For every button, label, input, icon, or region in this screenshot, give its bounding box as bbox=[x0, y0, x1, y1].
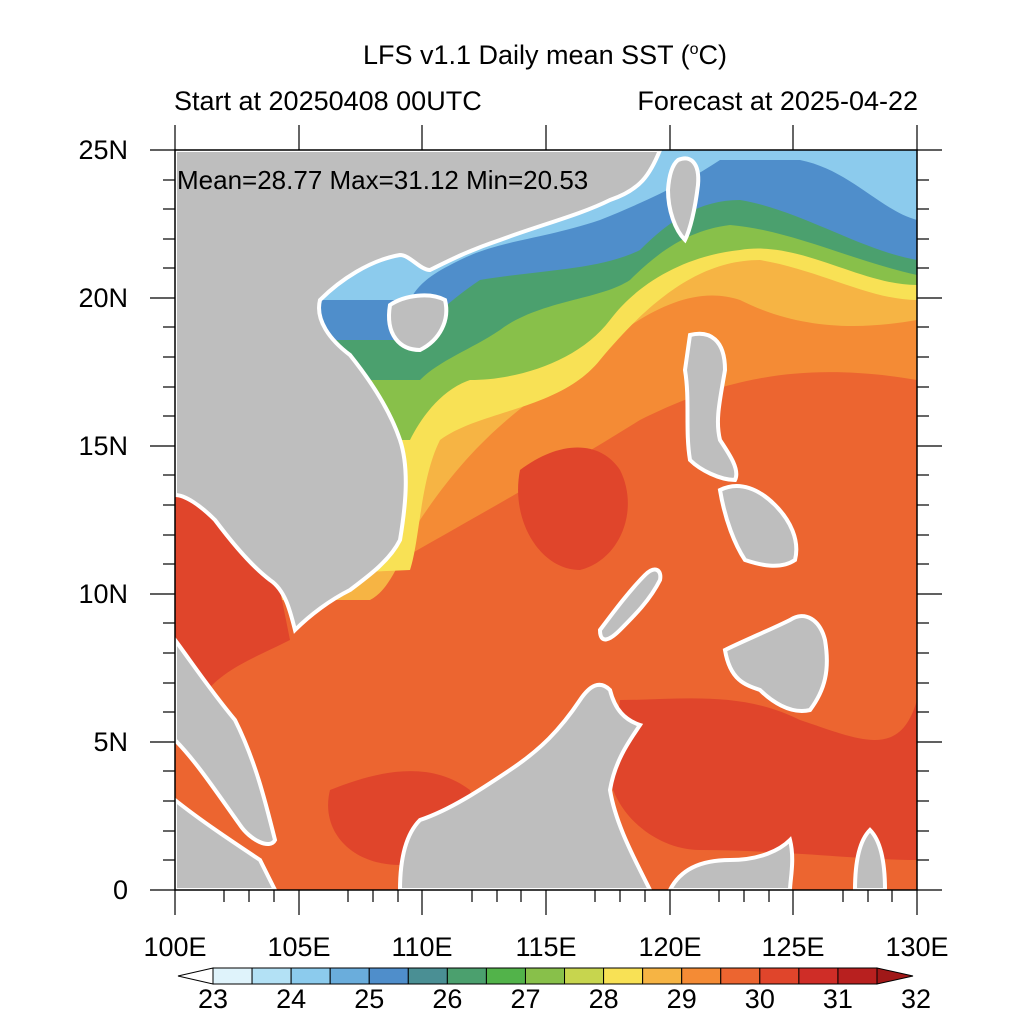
sst-hot-spot-central bbox=[518, 447, 628, 570]
land-sulawesi bbox=[667, 836, 795, 890]
colorbar-swatch bbox=[368, 967, 409, 985]
lon-label-110e: 110E bbox=[391, 932, 452, 962]
colorbar-label: 29 bbox=[667, 984, 697, 1014]
colorbar-max-triangle bbox=[876, 967, 914, 985]
forecast-time-label: Forecast at 2025-04-22 bbox=[637, 86, 918, 116]
colorbar-swatch bbox=[603, 967, 644, 985]
land-palawan bbox=[597, 567, 663, 642]
lat-label-15n: 15N bbox=[78, 431, 128, 461]
colorbar-swatch bbox=[329, 967, 370, 985]
colorbar-label: 26 bbox=[432, 984, 462, 1014]
land-visayas bbox=[717, 484, 799, 568]
map-title: LFS v1.1 Daily mean SST (oC) bbox=[362, 40, 728, 70]
lon-label-100e: 100E bbox=[143, 932, 206, 962]
colorbar-swatch bbox=[564, 967, 605, 985]
colorbar-label: 28 bbox=[589, 984, 619, 1014]
land-china-indochina bbox=[175, 150, 663, 634]
colorbar-swatch bbox=[798, 967, 839, 985]
land-halmahera bbox=[852, 827, 888, 890]
land-sumatra bbox=[175, 797, 278, 890]
colorbar-min-triangle bbox=[177, 967, 214, 985]
sst-hot-spot-celebes bbox=[610, 698, 917, 860]
colorbar-swatch bbox=[446, 967, 487, 985]
colorbar-label: 31 bbox=[823, 984, 853, 1014]
colorbar-swatch bbox=[212, 967, 253, 985]
lon-label-130e: 130E bbox=[885, 932, 948, 962]
lat-label-5n: 5N bbox=[93, 727, 128, 757]
lat-label-20n: 20N bbox=[78, 283, 128, 313]
colorbar-swatch bbox=[407, 967, 448, 985]
colorbar-swatch bbox=[290, 967, 331, 985]
land-masses bbox=[175, 150, 888, 890]
lon-labels: 100E 105E 110E 115E 120E 125E 130E bbox=[143, 932, 948, 962]
lon-label-125e: 125E bbox=[761, 932, 824, 962]
lon-axis bbox=[174, 125, 918, 915]
colorbar-swatch bbox=[485, 967, 526, 985]
stats-label: Mean=28.77 Max=31.12 Min=20.53 bbox=[177, 165, 588, 195]
colorbar bbox=[177, 967, 914, 985]
land-luzon bbox=[682, 331, 739, 483]
lat-label-25n: 25N bbox=[78, 135, 128, 165]
colorbar-label: 23 bbox=[198, 984, 228, 1014]
colorbar-swatch bbox=[837, 967, 878, 985]
colorbar-swatch bbox=[251, 967, 292, 985]
lat-labels: 25N 20N 15N 10N 5N 0 bbox=[78, 135, 128, 905]
land-malay-peninsula bbox=[175, 636, 278, 846]
land-borneo bbox=[397, 682, 653, 890]
colorbar-label: 25 bbox=[354, 984, 384, 1014]
land-hainan bbox=[387, 293, 449, 353]
colorbar-label: 27 bbox=[510, 984, 540, 1014]
sst-hot-spot-gulf-thailand bbox=[175, 495, 290, 700]
lon-label-115e: 115E bbox=[515, 932, 576, 962]
colorbar-swatch bbox=[642, 967, 683, 985]
colorbar-swatch bbox=[720, 967, 761, 985]
colorbar-swatch bbox=[759, 967, 800, 985]
lon-label-105e: 105E bbox=[267, 932, 330, 962]
lon-label-120e: 120E bbox=[638, 932, 701, 962]
land-mindanao bbox=[722, 614, 829, 713]
lat-axis bbox=[150, 149, 942, 891]
start-time-label: Start at 20250408 00UTC bbox=[174, 86, 482, 116]
colorbar-swatch bbox=[524, 967, 566, 985]
colorbar-swatch bbox=[681, 967, 722, 985]
colorbar-label: 30 bbox=[745, 984, 775, 1014]
land-taiwan bbox=[665, 156, 701, 244]
colorbar-label: 24 bbox=[276, 984, 306, 1014]
map-plot-area bbox=[175, 150, 917, 890]
colorbar-label: 32 bbox=[901, 984, 931, 1014]
lat-label-10n: 10N bbox=[78, 579, 128, 609]
lat-label-0: 0 bbox=[113, 875, 128, 905]
colorbar-labels: 23 24 25 26 27 28 29 30 31 32 bbox=[198, 984, 931, 1014]
